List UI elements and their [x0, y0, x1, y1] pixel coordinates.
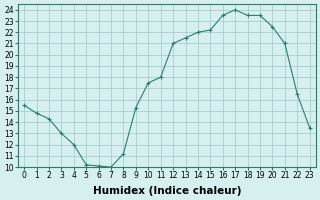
X-axis label: Humidex (Indice chaleur): Humidex (Indice chaleur) — [93, 186, 241, 196]
